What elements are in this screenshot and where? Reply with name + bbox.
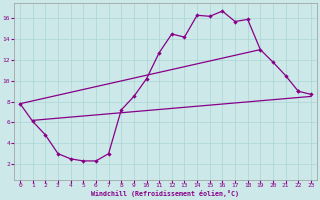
X-axis label: Windchill (Refroidissement éolien,°C): Windchill (Refroidissement éolien,°C): [92, 190, 239, 197]
